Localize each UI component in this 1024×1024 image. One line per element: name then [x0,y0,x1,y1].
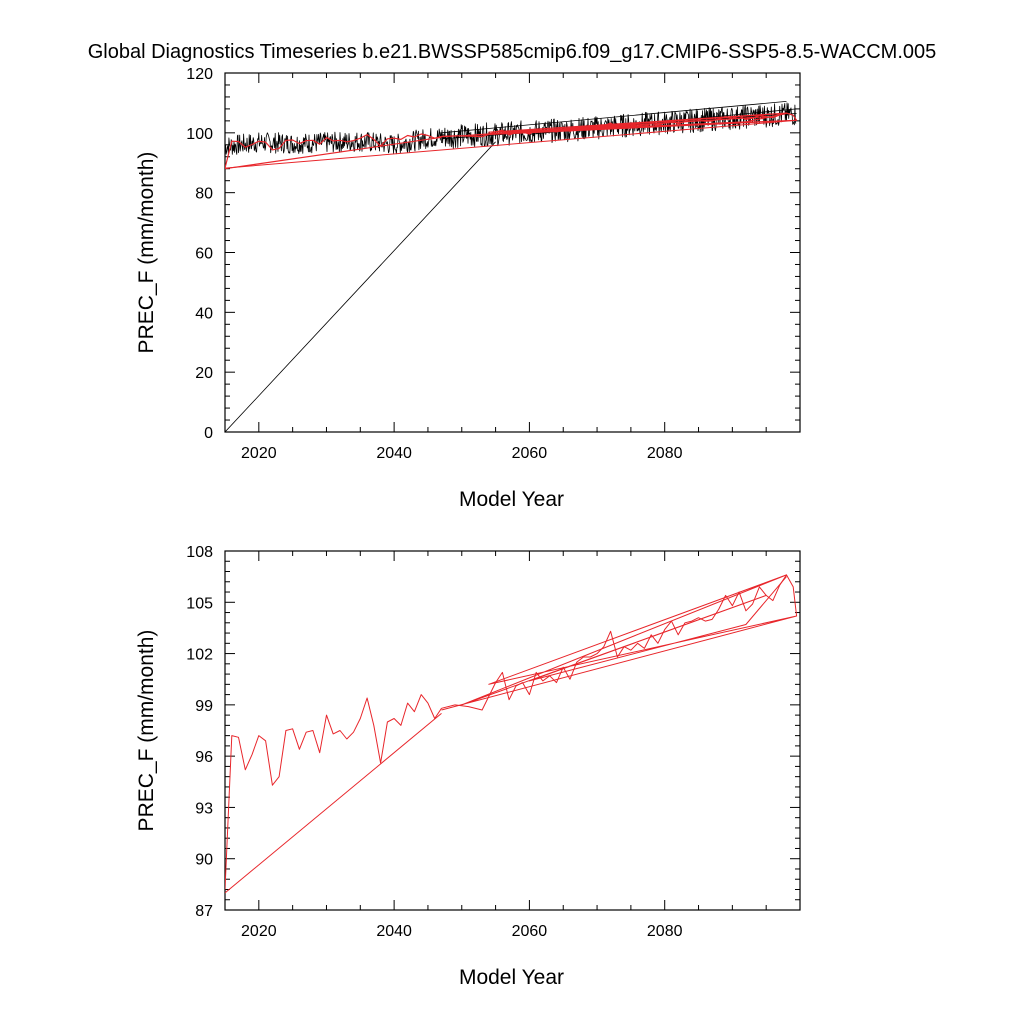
y-tick-label: 80 [195,186,213,203]
monthly-series-line [225,128,442,156]
x-tick-label: 2060 [512,923,548,940]
y-tick-label: 120 [186,66,213,83]
annual-series-line [225,136,442,170]
annual-series-line [441,574,798,711]
y-tick-label: 90 [195,852,213,869]
y-tick-label: 105 [186,595,213,612]
plot-area [225,574,798,894]
annual-series-line [225,133,442,169]
y-tick-label: 60 [195,246,213,263]
y-tick-label: 40 [195,305,213,322]
y-axis-title: PREC_F (mm/month) [135,630,158,832]
y-tick-label: 20 [195,365,213,382]
x-tick-label: 2020 [241,445,277,462]
monthly-series-line [225,141,496,432]
y-tick-label: 93 [195,800,213,817]
plot-frame [224,550,801,911]
y-tick-label: 87 [195,903,213,920]
x-tick-label: 2060 [512,445,548,462]
x-tick-label: 2040 [376,923,412,940]
y-tick-label: 96 [195,749,213,766]
x-tick-label: 2080 [647,923,683,940]
annual-series-line [441,112,798,138]
annual-series-line [225,713,442,894]
y-tick-label: 102 [186,647,213,664]
chart-title: Global Diagnostics Timeseries b.e21.BWSS… [88,41,937,63]
plot-area [225,101,798,432]
monthly-wrap-line [441,101,787,134]
annual-series-line [441,574,798,711]
bottom-panel: 2020 2040 2060 2080 87 90 93 96 99 102 105 108 Model… [135,544,801,989]
x-tick-label: 2040 [376,445,412,462]
x-axis-title: Model Year [459,488,564,511]
annual-series-line [225,694,442,890]
x-tick-label: 2020 [241,923,277,940]
x-axis-title: Model Year [459,966,564,989]
y-tick-label: 0 [204,425,213,442]
annual-series-line [225,119,797,169]
y-tick-label: 108 [186,544,213,561]
y-tick-label: 99 [195,698,213,715]
y-axis-title: PREC_F (mm/month) [135,152,158,354]
x-tick-label: 2080 [647,445,683,462]
y-tick-label: 100 [186,126,213,143]
